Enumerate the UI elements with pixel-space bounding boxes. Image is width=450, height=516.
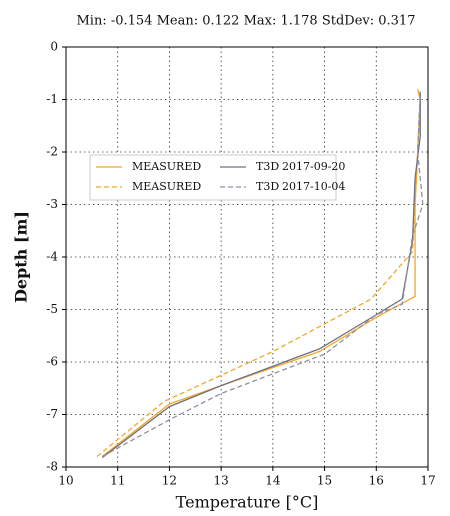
x-tick-label: 15: [317, 474, 332, 488]
y-tick-label: -1: [46, 92, 58, 106]
y-tick-label: 0: [50, 40, 58, 54]
x-tick-label: 14: [265, 474, 281, 488]
y-tick-label: -3: [46, 197, 58, 211]
x-tick-label: 12: [162, 474, 177, 488]
y-tick-label: -4: [46, 250, 58, 264]
legend-label: T3D: [256, 180, 279, 193]
legend-label: MEASURED: [132, 160, 201, 173]
legend-date: 2017-10-04: [282, 180, 345, 193]
chart-title: Min: -0.154 Mean: 0.122 Max: 1.178 StdDe…: [77, 14, 416, 29]
series-line: [96, 88, 421, 458]
x-tick-label: 13: [214, 474, 229, 488]
series-line: [101, 88, 421, 458]
legend-label: MEASURED: [132, 180, 201, 193]
x-tick-label: 10: [58, 474, 73, 488]
x-tick-label: 11: [110, 474, 125, 488]
x-tick-label: 17: [420, 474, 435, 488]
legend-date: 2017-09-20: [282, 160, 345, 173]
y-tick-label: -2: [46, 145, 58, 159]
y-tick-label: -8: [46, 460, 58, 474]
y-axis-label: Depth [m]: [12, 211, 31, 303]
y-tick-label: -7: [46, 407, 58, 421]
series-line: [101, 91, 424, 458]
x-axis-label: Temperature [°C]: [176, 493, 319, 512]
y-tick-label: -6: [46, 355, 58, 369]
y-tick-label: -5: [46, 302, 58, 316]
legend-label: T3D: [256, 160, 279, 173]
x-tick-label: 16: [369, 474, 384, 488]
legend-box: [89, 154, 337, 201]
series-line: [101, 91, 421, 459]
plot-frame: [65, 46, 429, 468]
